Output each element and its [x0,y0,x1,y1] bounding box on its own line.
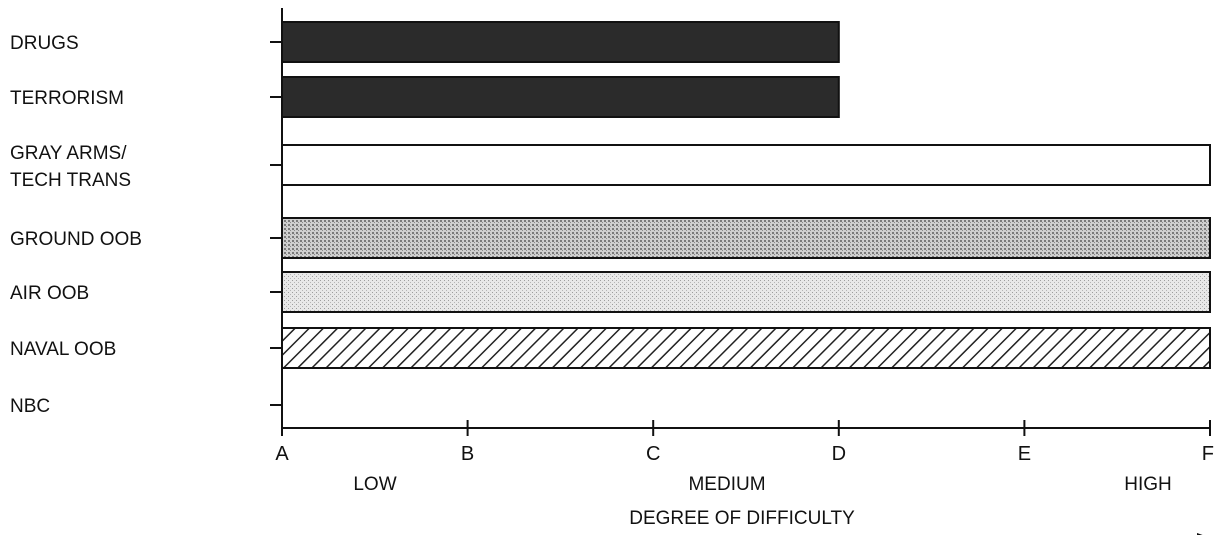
x-tick-label: F [1202,443,1214,465]
band-label: LOW [353,474,396,495]
category-label: NBC [10,396,50,417]
bar [281,217,1211,259]
bar [281,271,1211,313]
bar [281,327,1211,369]
bar [281,144,1211,186]
category-label: GROUND OOB [10,229,142,250]
bar [281,21,840,63]
bar [281,76,840,118]
category-label: DRUGS [10,33,79,54]
band-label: HIGH [1124,474,1172,495]
category-label: AIR OOB [10,283,89,304]
x-tick-label: A [275,443,289,465]
category-label: NAVAL OOB [10,339,116,360]
category-label: TERRORISM [10,88,124,109]
plot-area: DRUGS TERRORISM GRAY ARMS/TECH TRANS GROUND… [10,8,1214,535]
category-label: GRAY ARMS/TECH TRANS [10,143,131,191]
x-axis-title: DEGREE OF DIFFICULTY [629,508,855,529]
x-tick-label: C [646,443,660,465]
x-tick-label: D [832,443,846,465]
x-tick-label: B [461,443,474,465]
band-label: MEDIUM [688,474,765,495]
x-tick-label: E [1018,443,1031,465]
